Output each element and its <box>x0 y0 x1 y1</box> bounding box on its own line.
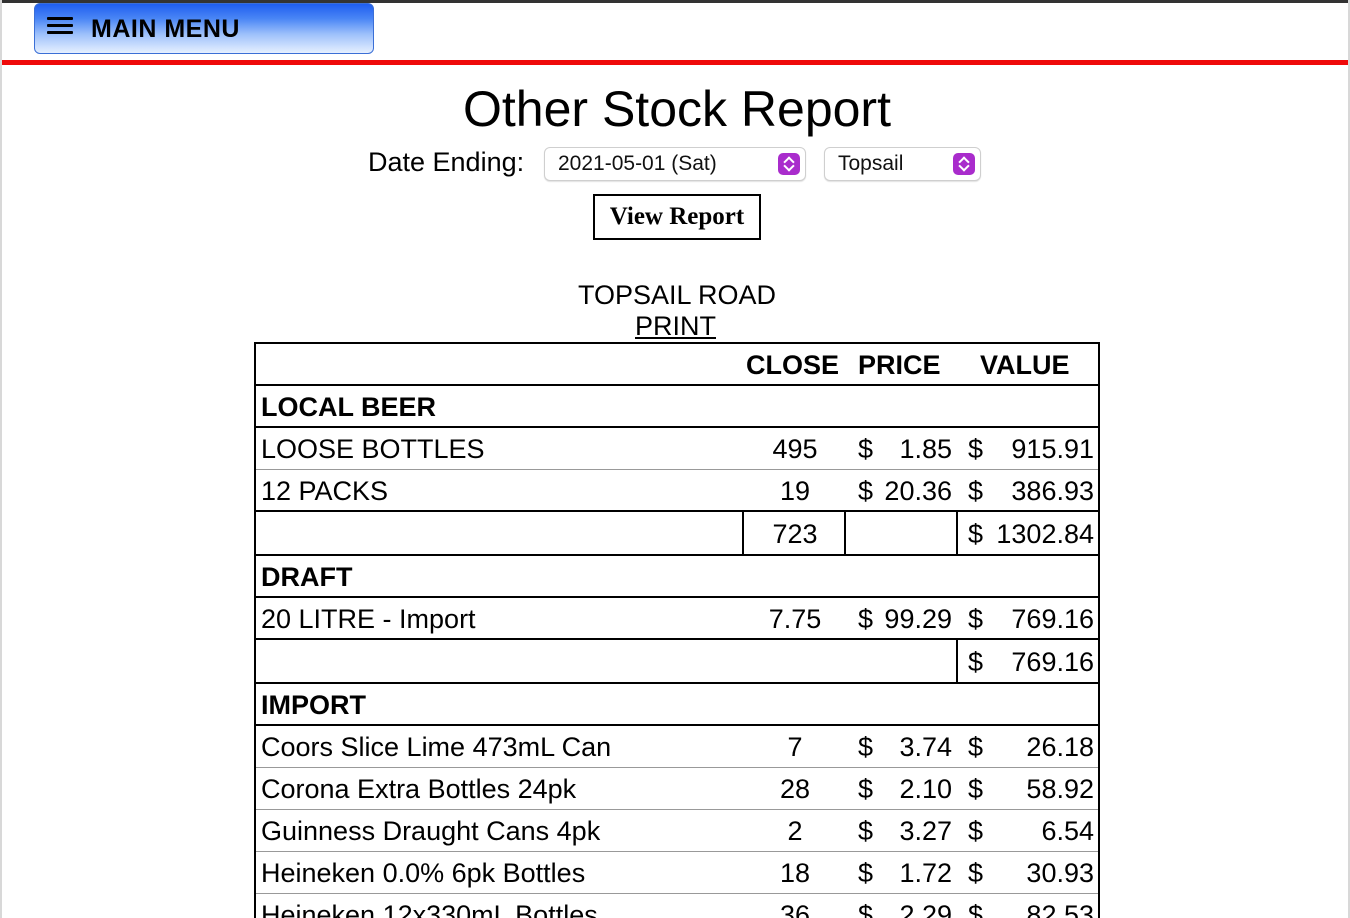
item-close: 36 <box>779 900 811 918</box>
report-table: CLOSE PRICE VALUE LOCAL BEER LOOSE BOTTL… <box>254 342 1100 918</box>
item-value: 58.92 <box>1026 774 1094 804</box>
dollar-sign: $ <box>968 647 984 677</box>
item-value: 26.18 <box>1026 732 1094 762</box>
item-price: 1.72 <box>899 858 952 888</box>
item-name: 12 PACKS <box>261 476 389 506</box>
top-border <box>2 0 1348 3</box>
store-name: TOPSAIL ROAD <box>577 280 777 310</box>
dollar-sign: $ <box>968 476 984 506</box>
item-name: Guinness Draught Cans 4pk <box>261 816 601 846</box>
table-row: Guinness Draught Cans 4pk 2 $ 3.27 $ 6.5… <box>256 810 1098 852</box>
item-close: 7 <box>787 732 803 762</box>
item-close: 495 <box>772 434 818 464</box>
dollar-sign: $ <box>858 476 874 506</box>
table-row: Heineken 0.0% 6pk Bottles 18 $ 1.72 $ 30… <box>256 852 1098 894</box>
subtotal-value: 769.16 <box>1011 647 1094 677</box>
dollar-sign: $ <box>858 604 874 634</box>
item-close: 7.75 <box>768 604 822 634</box>
section-name: IMPORT <box>261 690 366 720</box>
item-close: 18 <box>779 858 811 888</box>
dollar-sign: $ <box>968 732 984 762</box>
dollar-sign: $ <box>858 774 874 804</box>
item-name: 20 LITRE - Import <box>261 604 476 634</box>
section-header-row: LOCAL BEER <box>256 386 1098 428</box>
item-name: Heineken 0.0% 6pk Bottles <box>261 858 586 888</box>
page-title: Other Stock Report <box>463 81 891 137</box>
header-row: CLOSE PRICE VALUE <box>256 344 1098 386</box>
dollar-sign: $ <box>858 434 874 464</box>
price-header: PRICE <box>858 350 941 380</box>
item-name: Coors Slice Lime 473mL Can <box>261 732 612 762</box>
filter-row: Date Ending: 2021-05-01 (Sat) Topsail <box>2 145 1348 183</box>
dollar-sign: $ <box>968 774 984 804</box>
item-value: 30.93 <box>1026 858 1094 888</box>
item-price: 2.29 <box>899 900 952 918</box>
table-row: Coors Slice Lime 473mL Can 7 $ 3.74 $ 26… <box>256 726 1098 768</box>
subtotal-value: 1302.84 <box>996 519 1094 549</box>
item-price: 20.36 <box>884 476 952 506</box>
item-price: 2.10 <box>899 774 952 804</box>
select-arrows-icon <box>778 153 800 175</box>
value-header: VALUE <box>980 350 1070 380</box>
dollar-sign: $ <box>968 816 984 846</box>
item-value: 6.54 <box>1041 816 1094 846</box>
item-value: 769.16 <box>1011 604 1094 634</box>
table-row: 20 LITRE - Import 7.75 $ 99.29 $ 769.16 <box>256 598 1098 640</box>
item-name: LOOSE BOTTLES <box>261 434 485 464</box>
header-divider <box>2 60 1348 65</box>
item-close: 2 <box>787 816 803 846</box>
main-menu-label: MAIN MENU <box>91 15 240 43</box>
item-price: 1.85 <box>899 434 952 464</box>
store-select[interactable]: Topsail <box>824 147 981 181</box>
subtotal-close-box <box>742 512 846 554</box>
item-value: 82.53 <box>1026 900 1094 918</box>
item-name: Corona Extra Bottles 24pk <box>261 774 577 804</box>
date-ending-select[interactable]: 2021-05-01 (Sat) <box>544 147 806 181</box>
item-value: 386.93 <box>1011 476 1094 506</box>
item-price: 99.29 <box>884 604 952 634</box>
date-ending-label: Date Ending: <box>368 147 525 177</box>
view-report-button[interactable]: View Report <box>593 194 761 240</box>
item-price: 3.27 <box>899 816 952 846</box>
item-close: 19 <box>779 476 811 506</box>
table-row: 12 PACKS 19 $ 20.36 $ 386.93 <box>256 470 1098 512</box>
section-header-row: DRAFT <box>256 556 1098 598</box>
dollar-sign: $ <box>968 434 984 464</box>
subtotal-close: 723 <box>772 519 818 549</box>
dollar-sign: $ <box>968 604 984 634</box>
dollar-sign: $ <box>858 732 874 762</box>
subtotal-value-box <box>956 512 1098 554</box>
dollar-sign: $ <box>968 900 984 918</box>
subtotal-row: 723 $ 1302.84 <box>256 512 1098 556</box>
table-row: Heineken 12x330mL Bottles 36 $ 2.29 $ 82… <box>256 894 1098 918</box>
dollar-sign: $ <box>858 816 874 846</box>
section-name: DRAFT <box>261 562 353 592</box>
dollar-sign: $ <box>858 900 874 918</box>
hamburger-icon <box>47 15 73 35</box>
main-menu-button[interactable]: MAIN MENU <box>34 3 374 54</box>
section-header-row: IMPORT <box>256 684 1098 726</box>
select-arrows-icon <box>953 153 975 175</box>
item-price: 3.74 <box>899 732 952 762</box>
item-value: 915.91 <box>1011 434 1094 464</box>
table-row: Corona Extra Bottles 24pk 28 $ 2.10 $ 58… <box>256 768 1098 810</box>
store-value: Topsail <box>838 152 904 175</box>
close-header: CLOSE <box>746 350 840 380</box>
print-link[interactable]: PRINT <box>635 311 716 341</box>
item-close: 28 <box>779 774 811 804</box>
dollar-sign: $ <box>858 858 874 888</box>
item-name: Heineken 12x330mL Bottles <box>261 900 598 918</box>
dollar-sign: $ <box>968 519 984 549</box>
subtotal-row: $ 769.16 <box>256 640 1098 684</box>
dollar-sign: $ <box>968 858 984 888</box>
date-ending-value: 2021-05-01 (Sat) <box>558 152 717 175</box>
section-name: LOCAL BEER <box>261 392 437 422</box>
subtotal-value-box <box>956 640 1098 682</box>
table-row: LOOSE BOTTLES 495 $ 1.85 $ 915.91 <box>256 428 1098 470</box>
